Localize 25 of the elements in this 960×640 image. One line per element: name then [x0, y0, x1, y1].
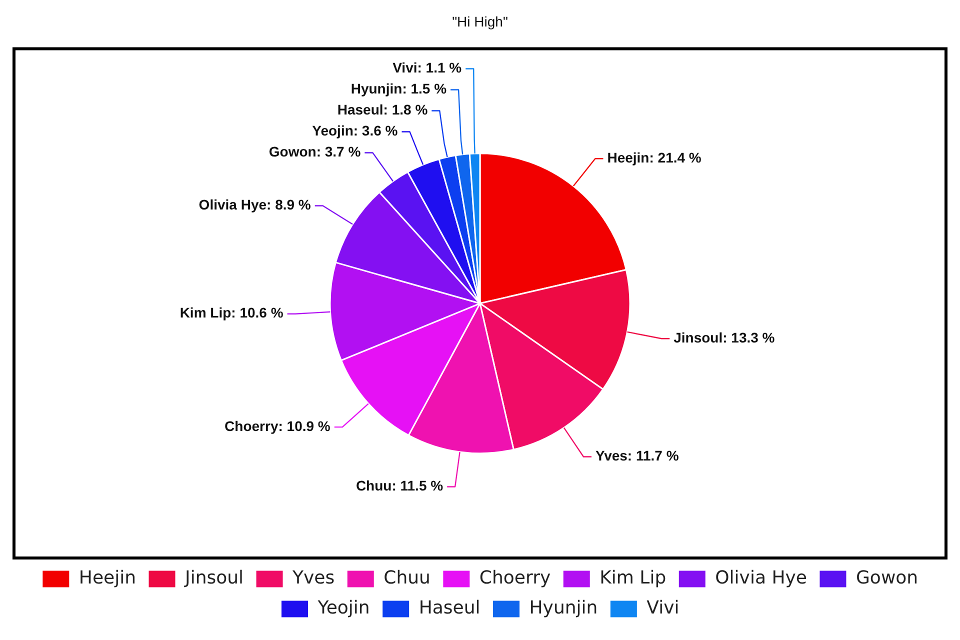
legend-label: Hyunjin: [529, 598, 598, 619]
legend-label: Kim Lip: [600, 568, 666, 589]
legend-label: Yeojin: [316, 598, 370, 619]
legend-label: Chuu: [384, 568, 430, 589]
data-label: Yves: 11.7 %: [596, 448, 680, 464]
legend-label: Gowon: [856, 568, 918, 589]
legend-label: Choerry: [479, 568, 551, 589]
data-label: Choerry: 10.9 %: [224, 418, 331, 434]
data-label: Olivia Hye: 8.9 %: [198, 196, 312, 213]
legend-label: Haseul: [418, 598, 480, 619]
chart-title: "Hi High": [452, 13, 508, 30]
data-label: Kim Lip: 10.6 %: [180, 304, 284, 321]
data-label: Vivi: 1.1 %: [392, 60, 462, 76]
data-label: Heejin: 21.4 %: [607, 150, 702, 166]
data-label: Yeojin: 3.6 %: [312, 122, 398, 139]
data-label: Jinsoul: 13.3 %: [674, 329, 776, 346]
legend-label: Jinsoul: [184, 568, 244, 589]
data-label: Haseul: 1.8 %: [337, 102, 428, 118]
legend-label: Vivi: [646, 598, 680, 619]
data-label: Hyunjin: 1.5 %: [350, 80, 448, 97]
legend-label: Heejin: [78, 568, 136, 589]
legend-label: Olivia Hye: [715, 568, 807, 589]
legend-label: Yves: [292, 568, 335, 589]
data-label: Chuu: 11.5 %: [356, 478, 444, 494]
data-label: Gowon: 3.7 %: [268, 144, 362, 160]
